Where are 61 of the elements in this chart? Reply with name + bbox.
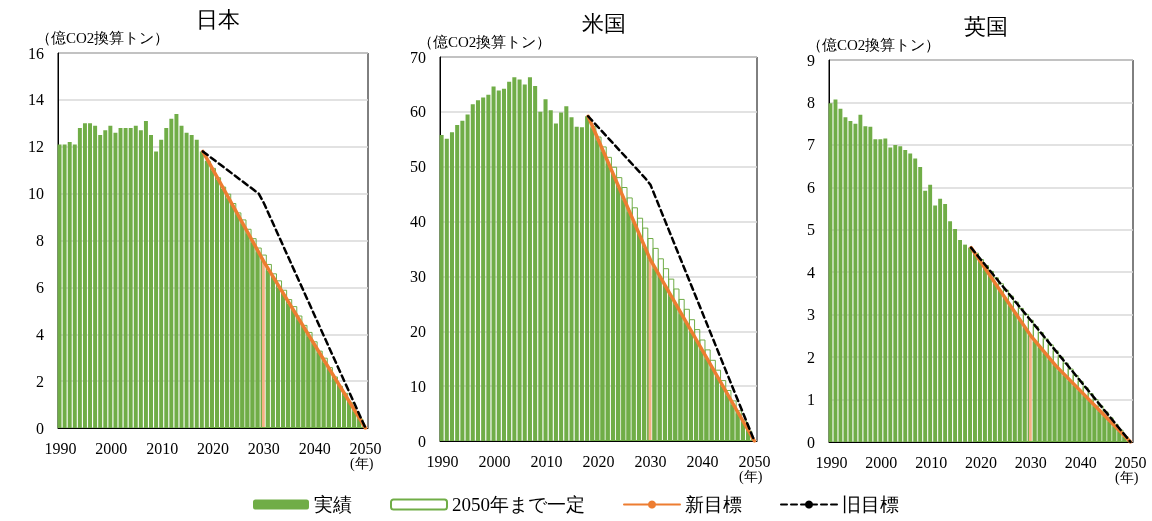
y-tick-label: 6	[36, 278, 44, 296]
chart-title: 英国	[964, 13, 1008, 39]
y-tick-label: 30	[410, 267, 426, 285]
y-axis-title: （億CO2換算トン）	[36, 29, 170, 46]
x-axis-title: (年)	[1115, 469, 1139, 486]
x-tick-label: 1990	[44, 439, 77, 457]
y-tick-label: 60	[410, 103, 426, 121]
y-tick-label: 50	[410, 158, 426, 176]
x-axis-title: (年)	[739, 468, 763, 485]
x-tick-label: 2050	[1114, 453, 1147, 471]
y-tick-label: 0	[418, 432, 426, 450]
y-tick-label: 5	[807, 221, 815, 239]
y-tick-label: 14	[28, 91, 44, 109]
x-tick-label: 2020	[965, 453, 997, 471]
legend-label: 2050年まで一定	[452, 494, 585, 515]
x-tick-label: 2000	[478, 452, 511, 470]
x-tick-label: 2030	[1014, 453, 1047, 471]
y-tick-label: 4	[807, 263, 815, 281]
y-tick-label: 0	[807, 433, 815, 451]
x-tick-label: 1990	[815, 453, 848, 471]
x-tick-label: 2040	[298, 439, 331, 457]
legend-label: 実績	[314, 494, 352, 515]
y-tick-label: 10	[28, 185, 44, 203]
x-tick-label: 2000	[865, 453, 898, 471]
x-tick-label: 2040	[1064, 453, 1097, 471]
x-tick-label: 2030	[247, 439, 280, 457]
x-tick-label: 2010	[146, 439, 179, 457]
y-tick-label: 8	[36, 232, 44, 249]
chart-title: 日本	[196, 6, 240, 32]
x-tick-label: 2050	[349, 439, 382, 457]
y-axis-title: （億CO2換算トン）	[418, 33, 552, 50]
x-tick-label: 2010	[530, 452, 563, 470]
y-tick-label: 9	[807, 51, 815, 69]
y-tick-label: 7	[807, 136, 815, 154]
y-tick-label: 70	[410, 48, 426, 66]
x-tick-label: 2050	[738, 452, 771, 470]
x-tick-label: 1990	[426, 452, 459, 470]
y-tick-label: 1	[807, 391, 815, 409]
chart-title: 米国	[581, 10, 626, 36]
y-axis-title: （億CO2換算トン）	[807, 36, 941, 53]
y-tick-label: 6	[807, 178, 815, 196]
legend-label: 新目標	[685, 494, 742, 515]
x-tick-label: 2010	[915, 453, 948, 471]
x-tick-label: 2000	[95, 439, 128, 457]
x-tick-label: 2040	[686, 452, 719, 470]
y-tick-label: 2	[807, 348, 815, 366]
y-tick-label: 8	[807, 93, 815, 111]
y-tick-label: 10	[410, 377, 426, 395]
x-tick-label: 2020	[582, 452, 615, 470]
y-tick-label: 20	[410, 322, 426, 340]
y-tick-label: 40	[410, 213, 426, 231]
y-tick-label: 0	[36, 419, 44, 437]
y-tick-label: 16	[28, 44, 44, 62]
legend-label: 旧目標	[842, 494, 899, 515]
x-axis-title: (年)	[350, 455, 374, 472]
y-tick-label: 12	[28, 138, 44, 156]
y-tick-label: 3	[807, 306, 815, 324]
y-tick-label: 2	[36, 372, 44, 390]
y-tick-label: 4	[36, 325, 44, 343]
x-tick-label: 2030	[634, 452, 667, 470]
x-tick-label: 2020	[197, 439, 229, 457]
